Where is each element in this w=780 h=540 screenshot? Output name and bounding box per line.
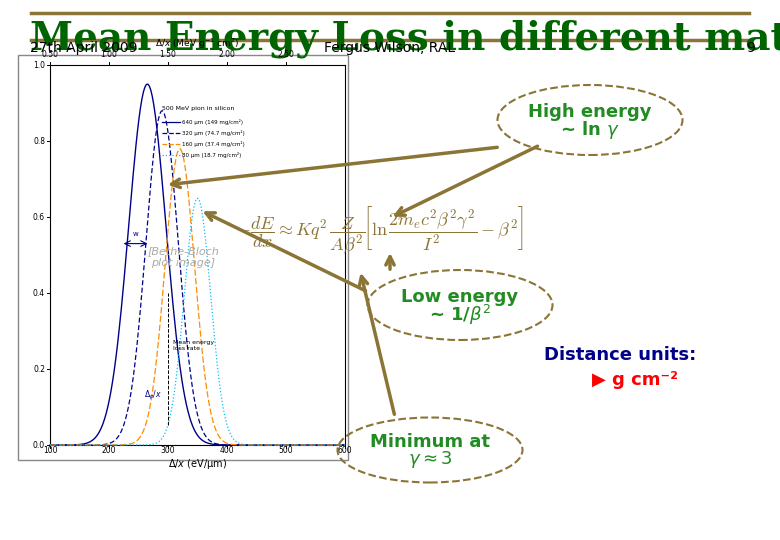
Text: 0.4: 0.4 (33, 288, 45, 298)
Text: ~ ln $\gamma$: ~ ln $\gamma$ (560, 119, 620, 141)
Text: 0.6: 0.6 (33, 213, 45, 221)
Text: 1.00: 1.00 (101, 50, 118, 59)
Text: 400: 400 (220, 446, 234, 455)
Text: 1.0: 1.0 (33, 60, 45, 70)
Text: High energy: High energy (528, 103, 652, 121)
Text: $\gamma\approx3$: $\gamma\approx3$ (408, 449, 452, 470)
Text: 500: 500 (278, 446, 293, 455)
Text: 160 µm (37.4 mg/cm²): 160 µm (37.4 mg/cm²) (182, 141, 245, 147)
Text: w: w (133, 231, 138, 237)
Text: Mean energy
loss rate: Mean energy loss rate (173, 340, 214, 351)
Text: 0.50: 0.50 (41, 50, 58, 59)
Text: 100: 100 (43, 446, 57, 455)
Text: $\Delta/x$ (eV/µm): $\Delta/x$ (eV/µm) (168, 457, 227, 471)
Text: $\Delta_p/x$: $\Delta_p/x$ (144, 388, 162, 402)
Text: 600: 600 (338, 446, 353, 455)
Text: Fergus Wilson, RAL: Fergus Wilson, RAL (324, 41, 456, 55)
Text: Mean Energy Loss in different materials: Mean Energy Loss in different materials (30, 20, 780, 58)
Text: 1.50: 1.50 (160, 50, 176, 59)
Text: 0.8: 0.8 (33, 137, 45, 145)
Text: 0.0: 0.0 (33, 441, 45, 449)
Text: 320 µm (74.7 mg/cm²): 320 µm (74.7 mg/cm²) (182, 130, 245, 136)
Text: Low energy: Low energy (402, 288, 519, 306)
FancyBboxPatch shape (18, 55, 348, 460)
Text: ~ 1/$\beta^2$: ~ 1/$\beta^2$ (429, 303, 491, 327)
Text: [Bethe-Bloch
plot image]: [Bethe-Bloch plot image] (147, 246, 219, 268)
Text: ▶ g cm⁻²: ▶ g cm⁻² (592, 371, 678, 389)
Text: $\Delta/x$ (MeV g$^{-1}$ cm$^2$): $\Delta/x$ (MeV g$^{-1}$ cm$^2$) (155, 37, 239, 51)
Text: Minimum at: Minimum at (370, 433, 490, 451)
Text: 300: 300 (161, 446, 176, 455)
Text: 0.2: 0.2 (33, 364, 45, 374)
Text: 500 MeV pion in silicon: 500 MeV pion in silicon (162, 106, 235, 111)
Text: 2.50: 2.50 (278, 50, 294, 59)
Text: $-\dfrac{dE}{dx} \approx Kq^2\,\dfrac{Z}{A\beta^2}\!\left[\ln\dfrac{2m_e c^2\bet: $-\dfrac{dE}{dx} \approx Kq^2\,\dfrac{Z}… (236, 204, 524, 256)
Text: 640 µm (149 mg/cm²): 640 µm (149 mg/cm²) (182, 119, 243, 125)
Text: 200: 200 (101, 446, 116, 455)
Text: 9: 9 (746, 41, 755, 55)
Text: 27th April 2009: 27th April 2009 (30, 41, 137, 55)
Text: Distance units:: Distance units: (544, 346, 696, 364)
Text: 80 µm (18.7 mg/cm²): 80 µm (18.7 mg/cm²) (182, 152, 241, 158)
Text: 2.00: 2.00 (218, 50, 236, 59)
